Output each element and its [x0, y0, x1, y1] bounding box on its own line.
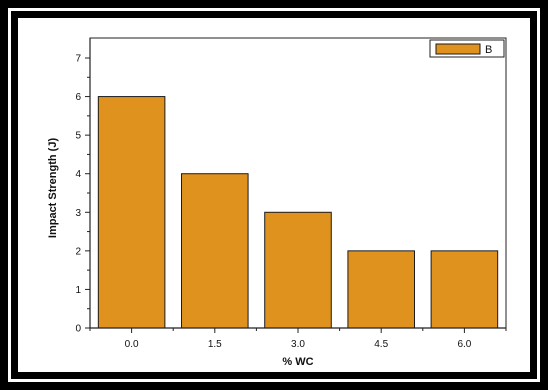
y-axis: 0 1 2 3 4 5 6 7	[75, 38, 91, 335]
x-axis: 0.0 1.5 3.0 4.5 6.0	[89, 327, 507, 350]
x-tick-label: 4.5	[374, 339, 388, 350]
y-tick-label: 2	[75, 246, 81, 257]
y-tick-label: 3	[75, 208, 81, 219]
y-tick-label: 7	[75, 54, 81, 65]
y-tick-label: 5	[75, 131, 81, 142]
bars	[97, 96, 499, 329]
bar	[264, 211, 332, 329]
legend-label: B	[485, 44, 492, 56]
legend-swatch	[435, 43, 481, 55]
bar	[181, 173, 249, 329]
y-tick-label: 4	[75, 169, 81, 180]
inner-frame: 0 1 2 3 4 5 6 7 0.0 1.5 3.0 4.5 6.0 Impact Strength…	[8, 8, 540, 382]
x-tick-label: 1.5	[208, 339, 222, 350]
bar-chart: 0 1 2 3 4 5 6 7 0.0 1.5 3.0 4.5 6.0 Impact Strength…	[47, 37, 507, 368]
x-tick-label: 0.0	[125, 339, 139, 350]
y-tick-label: 6	[75, 92, 81, 103]
y-tick-label: 1	[75, 285, 81, 296]
legend: B	[429, 39, 505, 58]
y-tick-label: 0	[75, 324, 81, 335]
chart-area: 0 1 2 3 4 5 6 7 0.0 1.5 3.0 4.5 6.0 Impact Strength…	[18, 18, 530, 372]
y-axis-title: Impact Strength (J)	[47, 138, 59, 239]
x-tick-label: 6.0	[457, 339, 471, 350]
x-axis-title: % WC	[282, 356, 313, 368]
bar	[347, 250, 415, 329]
x-tick-label: 3.0	[291, 339, 305, 350]
bar	[430, 250, 499, 329]
bar	[97, 96, 166, 329]
